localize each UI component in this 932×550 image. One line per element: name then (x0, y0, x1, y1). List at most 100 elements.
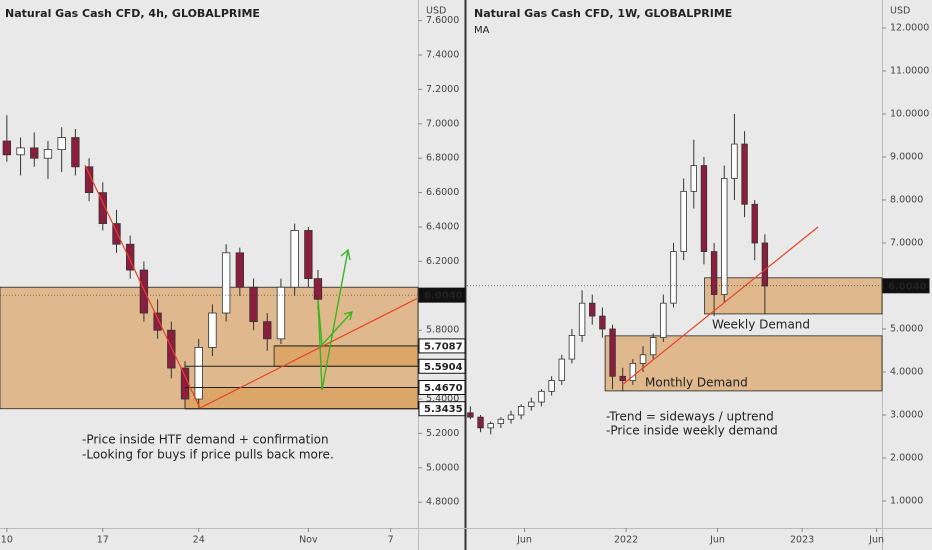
y-tick-label: 6.2000 (426, 256, 459, 267)
price-label: 5.3435 (424, 404, 463, 415)
y-tick-label: 6.4000 (426, 222, 459, 233)
candle-body (517, 405, 525, 416)
candle-body (84, 166, 94, 194)
y-tick-label: 3.0000 (890, 409, 923, 420)
candle-body (304, 230, 313, 280)
candle-body (263, 321, 272, 340)
x-tick-label: 7 (388, 535, 394, 546)
price-label: 6.0040 (888, 281, 927, 292)
x-tick-label: 24 (193, 535, 205, 546)
x-tick-label: 17 (97, 535, 109, 546)
y-tick-label: 8.0000 (890, 194, 923, 205)
candle-body (57, 137, 66, 151)
arrow (317, 249, 349, 391)
candle-body (721, 178, 728, 295)
candle-body (194, 347, 203, 400)
price-label-box (418, 401, 466, 417)
y-tick-label: 5.8000 (426, 325, 459, 336)
price-label: 5.7087 (424, 341, 463, 352)
y-tick-label: 4.8000 (426, 497, 459, 508)
trend-line (621, 226, 819, 386)
candle-body (680, 190, 687, 252)
annotation: -Price inside weekly demand (606, 424, 778, 438)
y-tick-label: 7.4000 (426, 50, 459, 61)
axis-unit: USD (890, 6, 910, 17)
candle-body (313, 278, 323, 300)
price-label: 5.4670 (424, 383, 463, 394)
demand-zone (273, 345, 419, 367)
candle-body (538, 390, 545, 403)
y-tick-label: 7.0000 (426, 118, 459, 129)
x-tick-label: Jun (868, 535, 884, 546)
arrow-head (340, 248, 351, 261)
x-tick-label: Jun (516, 535, 532, 546)
x-tick-label: 10 (1, 535, 13, 546)
candle-body (112, 223, 121, 245)
candle-body (700, 165, 708, 252)
y-tick-label: 7.2000 (426, 84, 459, 95)
y-tick-label: 5.4000 (426, 394, 459, 405)
price-label-box (882, 278, 930, 294)
annotation: -Price inside HTF demand + confirmation (82, 433, 329, 447)
y-tick-label: 5.0000 (890, 323, 923, 334)
candle-body (467, 412, 474, 418)
price-label-box (418, 287, 466, 303)
axis-unit: USD (426, 6, 446, 17)
candle-body (589, 302, 596, 317)
candle-body (731, 143, 738, 179)
price-label-box (418, 338, 466, 354)
x-tick-label: Jun (709, 535, 725, 546)
y-tick-label: 6.6000 (426, 187, 459, 198)
arrow-head (343, 311, 353, 321)
candle-body (290, 230, 299, 288)
candle-body (751, 203, 758, 244)
candle-body (235, 252, 245, 288)
y-tick-label: 5.0000 (426, 462, 459, 473)
candle-body (180, 367, 190, 400)
candle-body (629, 362, 637, 381)
candle-body (43, 149, 53, 159)
candle-body (139, 269, 149, 314)
candle-body (497, 418, 505, 424)
candle-body (761, 242, 769, 287)
candle-body (276, 286, 286, 340)
indicator-label: MA (474, 25, 490, 36)
candle-body (619, 375, 626, 381)
trend-line (199, 297, 419, 409)
demand-zone (704, 277, 883, 315)
candle-body (670, 251, 677, 304)
candle-body (487, 423, 494, 429)
candle-body (16, 147, 25, 156)
trend-line (84, 164, 201, 409)
price-label-box (418, 358, 466, 374)
x-tick-label: 2023 (790, 535, 814, 546)
candle-body (71, 137, 80, 168)
y-tick-label: 2.0000 (890, 452, 923, 463)
y-tick-label: 9.0000 (890, 151, 923, 162)
y-tick-label: 4.0000 (890, 366, 923, 377)
chart-title: Natural Gas Cash CFD, 1W, GLOBALPRIME (474, 7, 732, 20)
annotation: -Trend = sideways / uptrend (606, 410, 774, 424)
candle-body (126, 243, 135, 271)
y-tick-label: 7.0000 (890, 237, 923, 248)
candle-body (208, 312, 217, 348)
y-tick-label: 7.6000 (426, 15, 459, 26)
candle-body (507, 414, 515, 420)
candle-body (558, 358, 565, 381)
candle-body (660, 302, 667, 338)
candle-body (639, 354, 647, 364)
candle-body (477, 416, 484, 429)
drawings (84, 164, 819, 409)
chart-layer: 4.80005.00005.20005.40005.60005.80006.00… (0, 15, 930, 546)
zone-label: Monthly Demand (645, 376, 748, 390)
price-label: 5.5904 (424, 362, 463, 373)
y-tick-label: 11.0000 (890, 65, 929, 76)
x-tick-label: 2022 (614, 535, 638, 546)
y-tick-label: 1.0000 (890, 495, 923, 506)
candle-body (249, 286, 258, 323)
y-tick-label: 12.0000 (890, 22, 929, 33)
chart-title: Natural Gas Cash CFD, 4h, GLOBALPRIME (5, 7, 260, 20)
candle-body (528, 401, 535, 407)
candle-body (568, 335, 576, 360)
